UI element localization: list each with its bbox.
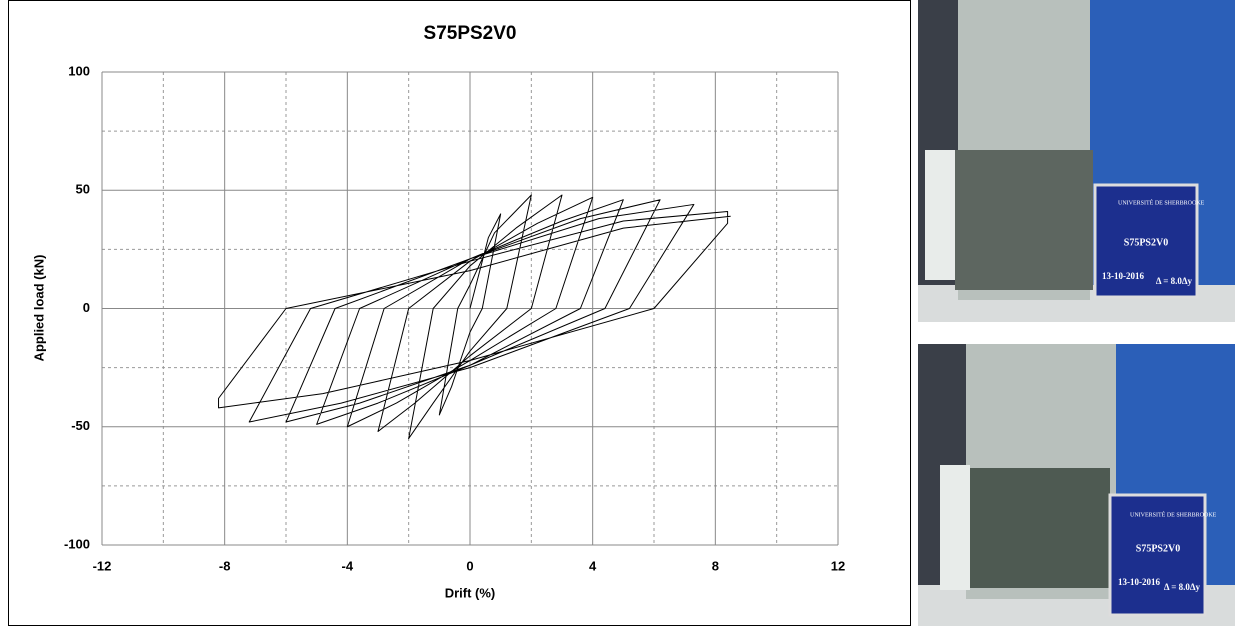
damaged-zone [970, 468, 1110, 588]
photo: UNIVERSITÉ DE SHERBROOKE S75PS2V0 13-10-… [918, 0, 1235, 322]
x-tick-label: -4 [342, 558, 354, 573]
date: 13-10-2016 [1118, 577, 1160, 587]
y-tick-label: 50 [76, 182, 90, 197]
ruler [940, 465, 970, 590]
card [1093, 183, 1199, 299]
ruler [925, 150, 955, 280]
date: 13-10-2016 [1102, 271, 1144, 281]
chart: S75PS2V0 Drift (%) Applied load (kN) -12… [31, 23, 845, 600]
x-axis-title: Drift (%) [445, 585, 496, 600]
ductility: Δ = 8.0Δy [1164, 582, 1201, 592]
university: UNIVERSITÉ DE SHERBROOKE [1130, 510, 1217, 518]
x-tick-label: -8 [219, 558, 231, 573]
y-tick-label: 100 [68, 63, 90, 78]
card [1108, 493, 1207, 617]
x-tick-label: -12 [93, 558, 112, 573]
x-tick-label: 4 [589, 558, 597, 573]
ductility: Δ = 8.0Δy [1156, 276, 1193, 286]
hysteresis-curve [218, 194, 731, 440]
x-tick-label: 8 [712, 558, 719, 573]
y-tick-label: -100 [64, 536, 90, 551]
label-card: UNIVERSITÉ DE SHERBROOKE S75PS2V0 13-10-… [1093, 183, 1205, 299]
chart-frame [8, 0, 911, 626]
y-tick-label: -50 [71, 418, 90, 433]
specimen: S75PS2V0 [1136, 543, 1180, 554]
y-tick-label: 0 [83, 300, 90, 315]
damaged-zone [955, 150, 1093, 290]
x-tick-label: 0 [466, 558, 473, 573]
chart-title: S75PS2V0 [424, 23, 517, 44]
specimen: S75PS2V0 [1124, 237, 1168, 248]
x-tick-label: 12 [831, 558, 845, 573]
university: UNIVERSITÉ DE SHERBROOKE [1118, 198, 1205, 206]
y-axis-title: Applied load (kN) [31, 255, 46, 362]
photo: UNIVERSITÉ DE SHERBROOKE S75PS2V0 13-10-… [918, 344, 1235, 626]
label-card: UNIVERSITÉ DE SHERBROOKE S75PS2V0 13-10-… [1108, 493, 1217, 617]
